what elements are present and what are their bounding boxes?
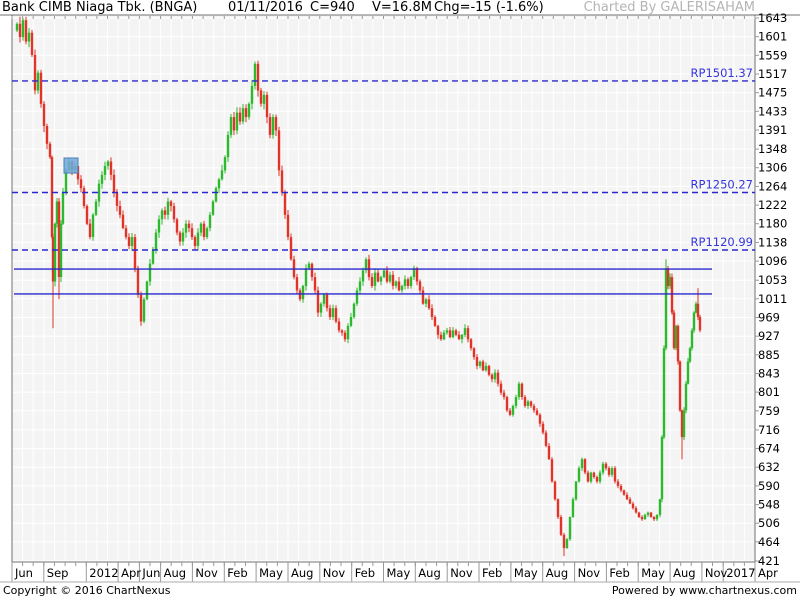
svg-text:Nov: Nov bbox=[323, 566, 346, 580]
quote-close: C=940 bbox=[310, 0, 355, 15]
svg-text:Feb: Feb bbox=[609, 566, 629, 580]
copyright-text: Copyright © 2016 ChartNexus bbox=[3, 584, 171, 597]
chart-plot-area[interactable] bbox=[12, 15, 755, 562]
svg-text:Nov: Nov bbox=[578, 566, 601, 580]
svg-text:464: 464 bbox=[758, 535, 780, 549]
svg-text:1053: 1053 bbox=[758, 273, 787, 287]
svg-text:1306: 1306 bbox=[758, 161, 787, 175]
svg-text:2017: 2017 bbox=[726, 566, 755, 580]
svg-text:506: 506 bbox=[758, 516, 780, 530]
svg-text:1264: 1264 bbox=[758, 179, 787, 193]
svg-text:674: 674 bbox=[758, 442, 780, 456]
svg-text:1222: 1222 bbox=[758, 198, 787, 212]
charted-by-watermark: Charted By GALERISAHAM bbox=[583, 0, 755, 15]
svg-text:421: 421 bbox=[758, 554, 780, 568]
quote-volume: V=16.8M bbox=[372, 0, 432, 15]
svg-text:Jun: Jun bbox=[141, 566, 160, 580]
svg-text:May: May bbox=[514, 566, 538, 580]
svg-text:May: May bbox=[259, 566, 283, 580]
svg-text:Aug: Aug bbox=[673, 566, 695, 580]
svg-text:1517: 1517 bbox=[758, 67, 787, 81]
quote-change: Chg=-15 (-1.6%) bbox=[434, 0, 544, 15]
svg-text:Feb: Feb bbox=[482, 566, 502, 580]
svg-text:632: 632 bbox=[758, 460, 780, 474]
svg-text:1011: 1011 bbox=[758, 292, 787, 306]
svg-text:885: 885 bbox=[758, 348, 780, 362]
svg-text:Jun: Jun bbox=[14, 566, 33, 580]
resistance-label-3: RP1120.99 bbox=[691, 235, 753, 249]
svg-text:969: 969 bbox=[758, 311, 780, 325]
svg-text:1180: 1180 bbox=[758, 217, 787, 231]
quote-date: 01/11/2016 bbox=[228, 0, 303, 15]
svg-text:1559: 1559 bbox=[758, 48, 787, 62]
svg-text:927: 927 bbox=[758, 329, 780, 343]
svg-text:Feb: Feb bbox=[227, 566, 247, 580]
svg-text:1391: 1391 bbox=[758, 123, 787, 137]
svg-text:843: 843 bbox=[758, 367, 780, 381]
svg-text:Apr: Apr bbox=[758, 566, 778, 580]
candlesticks bbox=[15, 16, 702, 557]
svg-text:Apr: Apr bbox=[121, 566, 141, 580]
selected-candle-highlight[interactable] bbox=[63, 157, 79, 174]
svg-text:801: 801 bbox=[758, 385, 780, 399]
svg-text:May: May bbox=[641, 566, 665, 580]
svg-text:Aug: Aug bbox=[291, 566, 313, 580]
svg-text:1433: 1433 bbox=[758, 104, 787, 118]
svg-text:Nov: Nov bbox=[450, 566, 473, 580]
svg-text:2012: 2012 bbox=[89, 566, 118, 580]
svg-text:1096: 1096 bbox=[758, 254, 787, 268]
svg-text:1643: 1643 bbox=[758, 11, 787, 25]
svg-text:1475: 1475 bbox=[758, 86, 787, 100]
svg-text:716: 716 bbox=[758, 423, 780, 437]
svg-text:Feb: Feb bbox=[355, 566, 375, 580]
svg-text:May: May bbox=[387, 566, 411, 580]
powered-by-text: Powered by www.chartnexus.com bbox=[611, 584, 797, 597]
svg-text:Nov: Nov bbox=[195, 566, 218, 580]
svg-text:Aug: Aug bbox=[546, 566, 568, 580]
svg-text:Nov: Nov bbox=[705, 566, 728, 580]
y-axis-labels: 1643 1601 1559 1517 1475 1433 1391 1348 1306 1264… bbox=[758, 11, 787, 568]
svg-text:548: 548 bbox=[758, 498, 780, 512]
stock-title: Bank CIMB Niaga Tbk. (BNGA) bbox=[2, 0, 198, 15]
svg-text:Sep: Sep bbox=[47, 566, 69, 580]
x-axis-labels: Jun Sep 2012 Apr Jun Aug Nov Feb May Aug Nov Feb May… bbox=[14, 566, 778, 580]
resistance-label-2: RP1250.27 bbox=[691, 178, 753, 192]
svg-text:1601: 1601 bbox=[758, 30, 787, 44]
svg-text:759: 759 bbox=[758, 404, 780, 418]
svg-text:Aug: Aug bbox=[164, 566, 186, 580]
resistance-label-1: RP1501.37 bbox=[691, 66, 753, 80]
svg-text:Aug: Aug bbox=[418, 566, 440, 580]
svg-text:1138: 1138 bbox=[758, 235, 787, 249]
svg-text:590: 590 bbox=[758, 479, 780, 493]
svg-text:1348: 1348 bbox=[758, 142, 787, 156]
